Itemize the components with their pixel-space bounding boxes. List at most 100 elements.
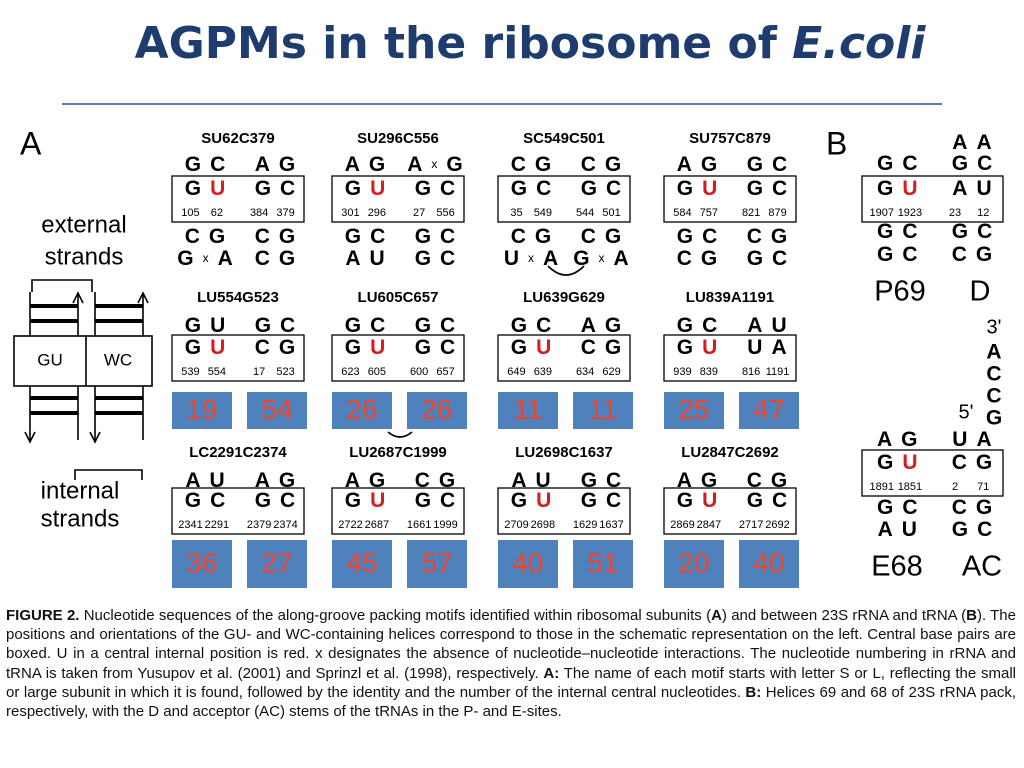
central-box — [497, 175, 631, 223]
base: C — [255, 247, 279, 270]
nucleotide-number: 1851 — [898, 481, 922, 493]
base: U — [370, 247, 394, 270]
base: G — [369, 153, 394, 176]
score-box — [332, 392, 392, 429]
base: G — [185, 336, 210, 359]
score: 26 — [421, 394, 452, 425]
base: G — [439, 469, 464, 492]
motif-name: SU62C379 — [201, 130, 274, 147]
base: C — [772, 177, 796, 200]
base-pair: GC — [415, 247, 465, 270]
base: C — [772, 153, 796, 176]
nucleotide-number: 584 — [673, 207, 691, 219]
nucleotide-number: 1661 — [407, 519, 431, 531]
base: G — [952, 220, 977, 243]
base: U — [370, 489, 394, 512]
nucleotide-number: 2722 — [338, 519, 362, 531]
caption-text: The name of each motif starts with lette… — [6, 664, 1017, 701]
base-pair: GxA — [177, 247, 242, 270]
base-pair: CG — [415, 469, 465, 492]
base-pair: GU — [511, 489, 561, 512]
base: G — [677, 489, 702, 512]
base-pair: GC — [747, 177, 797, 200]
base-pair: GC — [747, 153, 797, 176]
base: G — [747, 177, 772, 200]
base: A — [747, 314, 771, 337]
score: 19 — [186, 394, 217, 425]
base-pair: GC — [952, 220, 1002, 243]
central-box — [171, 487, 305, 535]
base-pair: CG — [747, 469, 797, 492]
base-pair: GC — [415, 336, 465, 359]
base: U — [370, 177, 394, 200]
base-pair: CG — [581, 225, 631, 248]
base: C — [255, 336, 279, 359]
base-pair: AU — [511, 469, 559, 492]
caption-text: A — [711, 607, 722, 624]
base: G — [415, 336, 440, 359]
base: C — [581, 336, 605, 359]
caption-text: A: — [543, 664, 560, 682]
base-pair: GC — [877, 243, 927, 266]
base: x — [599, 251, 614, 265]
base: G — [415, 225, 440, 248]
base: C — [185, 225, 209, 248]
base: G — [747, 247, 772, 270]
base: C — [536, 314, 560, 337]
score-box — [247, 392, 307, 429]
score-box — [664, 540, 724, 588]
nucleotide-number: 35 — [510, 207, 522, 219]
base: G — [535, 153, 560, 176]
nucleotide-number: 71 — [977, 481, 989, 493]
motif-name: SC549C501 — [523, 130, 605, 147]
base-pair: CG — [511, 225, 561, 248]
base: A — [677, 469, 701, 492]
base: A — [581, 314, 605, 337]
caption-text: Nucleotide sequences of the along-groove… — [79, 607, 712, 624]
base-pair: CG — [255, 225, 305, 248]
base: C — [952, 451, 976, 474]
base: C — [280, 314, 304, 337]
base: G — [279, 336, 304, 359]
base: G — [255, 314, 280, 337]
base-pair: GU — [345, 336, 395, 359]
base-pair: CG — [581, 153, 631, 176]
base: U — [771, 314, 795, 337]
score: 54 — [261, 394, 292, 425]
nucleotide-number: 1637 — [599, 519, 623, 531]
base-pair: AG — [255, 469, 305, 492]
base-pair: GC — [511, 177, 561, 200]
central-box — [663, 175, 797, 223]
nucleotide-number: 839 — [700, 366, 718, 378]
nucleotide-number: 657 — [436, 366, 454, 378]
base-pair: AU — [185, 469, 233, 492]
base: A — [877, 428, 901, 451]
nucleotide-number: 501 — [602, 207, 620, 219]
score-box — [573, 540, 633, 588]
strand-base: G — [986, 407, 1002, 430]
base: A — [255, 469, 279, 492]
base: C — [902, 243, 926, 266]
base-pair: GC — [415, 225, 465, 248]
base-pair: GC — [952, 152, 1002, 175]
central-box — [331, 334, 465, 382]
central-box — [171, 334, 305, 382]
nucleotide-number: 544 — [576, 207, 594, 219]
base: U — [210, 336, 234, 359]
caption-text: ). The positions and orientations of the… — [6, 607, 1016, 682]
base-pair: GC — [581, 489, 631, 512]
motif-name: LU554G523 — [197, 289, 279, 306]
base-pair: GC — [345, 314, 395, 337]
figure-caption: FIGURE 2. Nucleotide sequences of the al… — [6, 606, 1016, 721]
nucleotide-number: 17 — [253, 366, 265, 378]
base: C — [440, 314, 464, 337]
base-pair: AU — [345, 247, 393, 270]
strand-label: strands — [41, 505, 120, 532]
base-pair: GC — [952, 518, 1002, 541]
base: U — [952, 428, 976, 451]
base-pair: GC — [185, 153, 235, 176]
base: C — [977, 152, 1001, 175]
base: C — [772, 489, 796, 512]
base: C — [902, 220, 926, 243]
base-pair: GC — [415, 314, 465, 337]
